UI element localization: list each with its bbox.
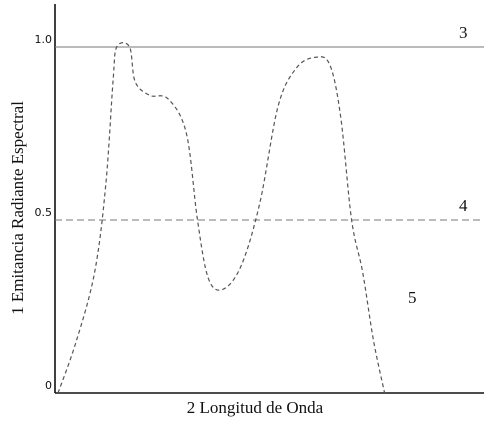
annotation-3: 3 [459,23,468,42]
y-tick-label-2: 1.0 [35,33,53,46]
x-axis-label: 2 Longitud de Onda [187,398,324,417]
annotation-4: 4 [459,196,468,215]
y-tick-label-1: 0.5 [35,206,53,219]
y-tick-label-0: 0 [45,379,52,392]
annotation-5: 5 [408,288,417,307]
y-axis-label: 1 Emitancia Radiante Espectral [8,101,27,315]
series-line-0 [57,42,386,394]
plot-area: 0 0.5 1.0 3 4 5 [35,4,484,394]
